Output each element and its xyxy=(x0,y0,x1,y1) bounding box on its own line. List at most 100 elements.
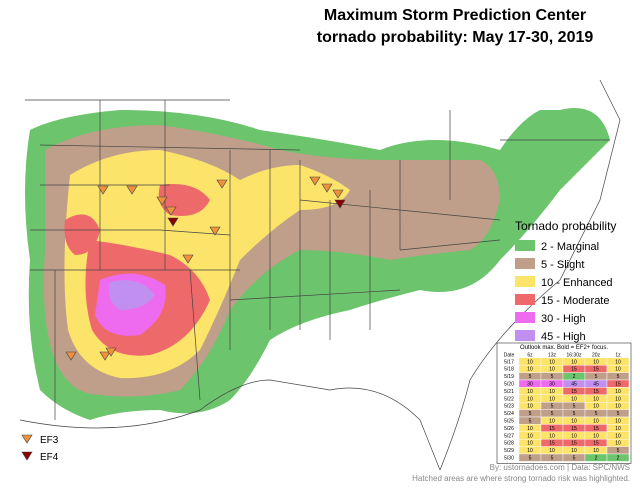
table-cell-text: 15 xyxy=(571,426,577,432)
table-cell-text: 5/21 xyxy=(504,389,514,395)
marker-symbol xyxy=(21,451,33,461)
legend-swatch xyxy=(515,276,535,287)
table-cell-text: 10 xyxy=(571,448,577,454)
table-cell-text: 5 xyxy=(529,419,532,425)
table-header: 16:30z xyxy=(566,352,582,358)
table-cell-text: 10 xyxy=(527,426,533,432)
table-cell-text: 10 xyxy=(615,359,621,365)
table-cell-text: 10 xyxy=(615,396,621,402)
table-cell-text: 5 xyxy=(529,456,532,462)
table-cell-text: 45 xyxy=(571,382,577,388)
table-cell-text: 10 xyxy=(593,419,599,425)
legend-label: 5 - Slight xyxy=(541,259,584,271)
table-cell-text: 2 xyxy=(573,374,576,380)
table-cell-text: 10 xyxy=(549,419,555,425)
ef3-marker xyxy=(165,206,177,216)
table-cell-text: 5 xyxy=(573,411,576,417)
table-cell-text: 10 xyxy=(527,359,533,365)
table-cell-text: 5 xyxy=(551,456,554,462)
table-cell-text: 5/30 xyxy=(504,456,514,462)
ef3-marker xyxy=(332,189,344,199)
legend-swatch xyxy=(515,294,535,305)
table-cell-text: 10 xyxy=(549,359,555,365)
table-cell-text: 15 xyxy=(593,441,599,447)
table-cell-text: 5 xyxy=(617,448,620,454)
ef4-marker xyxy=(334,199,346,209)
table-cell-text: 15 xyxy=(593,389,599,395)
table-cell-text: 10 xyxy=(615,426,621,432)
table-cell-text: 10 xyxy=(527,367,533,373)
table-header: 20z xyxy=(592,352,601,358)
table-cell-text: 30 xyxy=(527,382,533,388)
marker-symbol xyxy=(21,434,33,444)
table-cell-text: 5 xyxy=(551,404,554,410)
table-cell-text: 5/20 xyxy=(504,382,514,388)
legend-swatch xyxy=(515,330,535,341)
table-cell-text: 10 xyxy=(593,448,599,454)
table-cell-text: 30 xyxy=(549,382,555,388)
legend-title: Tornado probability xyxy=(515,219,616,233)
table-cell-text: 10 xyxy=(527,441,533,447)
legend-swatch xyxy=(515,312,535,323)
marker-legend: EF3 EF4 xyxy=(21,434,59,463)
table-cell-text: 5/18 xyxy=(504,367,514,373)
table-cell-text: 10 xyxy=(571,419,577,425)
table-cell-text: 5 xyxy=(551,411,554,417)
marker-label: EF4 xyxy=(40,452,59,463)
table-cell-text: 5 xyxy=(573,456,576,462)
table-cell-text: 10 xyxy=(549,448,555,454)
table-cell-text: 15 xyxy=(571,441,577,447)
table-cell-text: 5 xyxy=(573,404,576,410)
table-cell-text: 10 xyxy=(615,441,621,447)
table-cell-text: 10 xyxy=(571,359,577,365)
table-header: 1z xyxy=(615,352,621,358)
legend-label: 15 - Moderate xyxy=(541,295,609,307)
table-cell-text: 10 xyxy=(571,433,577,439)
table-cell-text: 10 xyxy=(527,404,533,410)
risk-areas xyxy=(25,108,610,420)
ef3-marker xyxy=(65,351,77,361)
table-header: 13z xyxy=(548,352,557,358)
table-cell-text: 5/24 xyxy=(504,411,514,417)
table-cell-text: 10 xyxy=(615,433,621,439)
table-cell-text: 45 xyxy=(593,382,599,388)
ef3-marker xyxy=(156,196,168,206)
table-cell-text: 15 xyxy=(549,426,555,432)
high-area xyxy=(108,280,155,310)
table-header: Date xyxy=(504,352,515,358)
table-cell-text: 10 xyxy=(571,396,577,402)
table-cell-text: 5/28 xyxy=(504,441,514,447)
legend-label: 2 - Marginal xyxy=(541,241,599,253)
ef3-marker xyxy=(99,351,111,361)
ef4-marker xyxy=(167,217,179,227)
moderate-area xyxy=(64,214,100,255)
ef3-marker xyxy=(309,176,321,186)
table-cell-text: 5/25 xyxy=(504,419,514,425)
title: Maximum Storm Prediction Center xyxy=(324,7,586,24)
legend-swatch xyxy=(515,258,535,269)
table-cell-text: 5 xyxy=(529,411,532,417)
table-cell-text: 5 xyxy=(551,374,554,380)
table-header: 6z xyxy=(527,352,533,358)
table-cell-text: 15 xyxy=(549,441,555,447)
ef3-marker xyxy=(105,347,117,357)
table-cell-text: 10 xyxy=(615,404,621,410)
table-cell-text: 10 xyxy=(527,433,533,439)
table-cell-text: 10 xyxy=(593,396,599,402)
table-cell-text: 2 xyxy=(617,456,620,462)
table-cell-text: 5/19 xyxy=(504,374,514,380)
title: tornado probability: May 17-30, 2019 xyxy=(317,29,594,46)
table-cell-text: 10 xyxy=(615,419,621,425)
table-cell-text: 15 xyxy=(593,426,599,432)
table-cell-text: 5 xyxy=(617,374,620,380)
table-cell-text: 10 xyxy=(527,389,533,395)
ef3-marker xyxy=(216,179,228,189)
footer: Hatched areas are where strong tornado r… xyxy=(412,474,630,483)
table-cell-text: 10 xyxy=(593,359,599,365)
legend: Tornado probability 2 - Marginal 5 - Sligh… xyxy=(515,219,616,343)
ef3-marker xyxy=(321,183,333,193)
table-cell-text: 5/27 xyxy=(504,433,514,439)
ef3-marker xyxy=(182,254,194,264)
table-cell-text: 10 xyxy=(549,367,555,373)
